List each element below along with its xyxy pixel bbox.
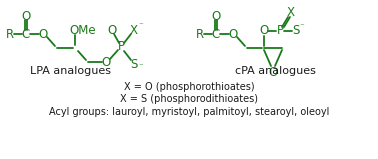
Text: X = S (phosphorodithioates): X = S (phosphorodithioates) bbox=[120, 94, 258, 104]
Text: O: O bbox=[39, 28, 48, 41]
Text: R: R bbox=[196, 28, 204, 41]
Text: O: O bbox=[22, 10, 31, 23]
Text: OMe: OMe bbox=[70, 24, 96, 38]
Text: Acyl groups: lauroyl, myristoyl, palmitoyl, stearoyl, oleoyl: Acyl groups: lauroyl, myristoyl, palmito… bbox=[49, 107, 329, 117]
Text: LPA analogues: LPA analogues bbox=[29, 66, 110, 76]
Text: P: P bbox=[276, 24, 284, 38]
Text: X: X bbox=[130, 24, 138, 37]
Text: C: C bbox=[212, 28, 220, 41]
Text: X: X bbox=[287, 7, 295, 20]
Text: R: R bbox=[6, 28, 14, 41]
Text: P: P bbox=[118, 41, 124, 53]
Text: O: O bbox=[259, 24, 269, 38]
Text: cPA analogues: cPA analogues bbox=[235, 66, 315, 76]
Text: ⁻: ⁻ bbox=[139, 62, 143, 72]
Text: X = O (phosphorothioates): X = O (phosphorothioates) bbox=[124, 82, 254, 92]
Text: O: O bbox=[101, 55, 111, 69]
Text: S: S bbox=[130, 58, 138, 70]
Text: O: O bbox=[268, 66, 277, 80]
Text: ⁻: ⁻ bbox=[300, 23, 304, 31]
Text: O: O bbox=[107, 24, 117, 37]
Text: O: O bbox=[211, 10, 221, 23]
Text: C: C bbox=[22, 28, 30, 41]
Text: O: O bbox=[228, 28, 238, 41]
Text: S: S bbox=[292, 24, 300, 38]
Text: ⁻: ⁻ bbox=[139, 21, 143, 31]
